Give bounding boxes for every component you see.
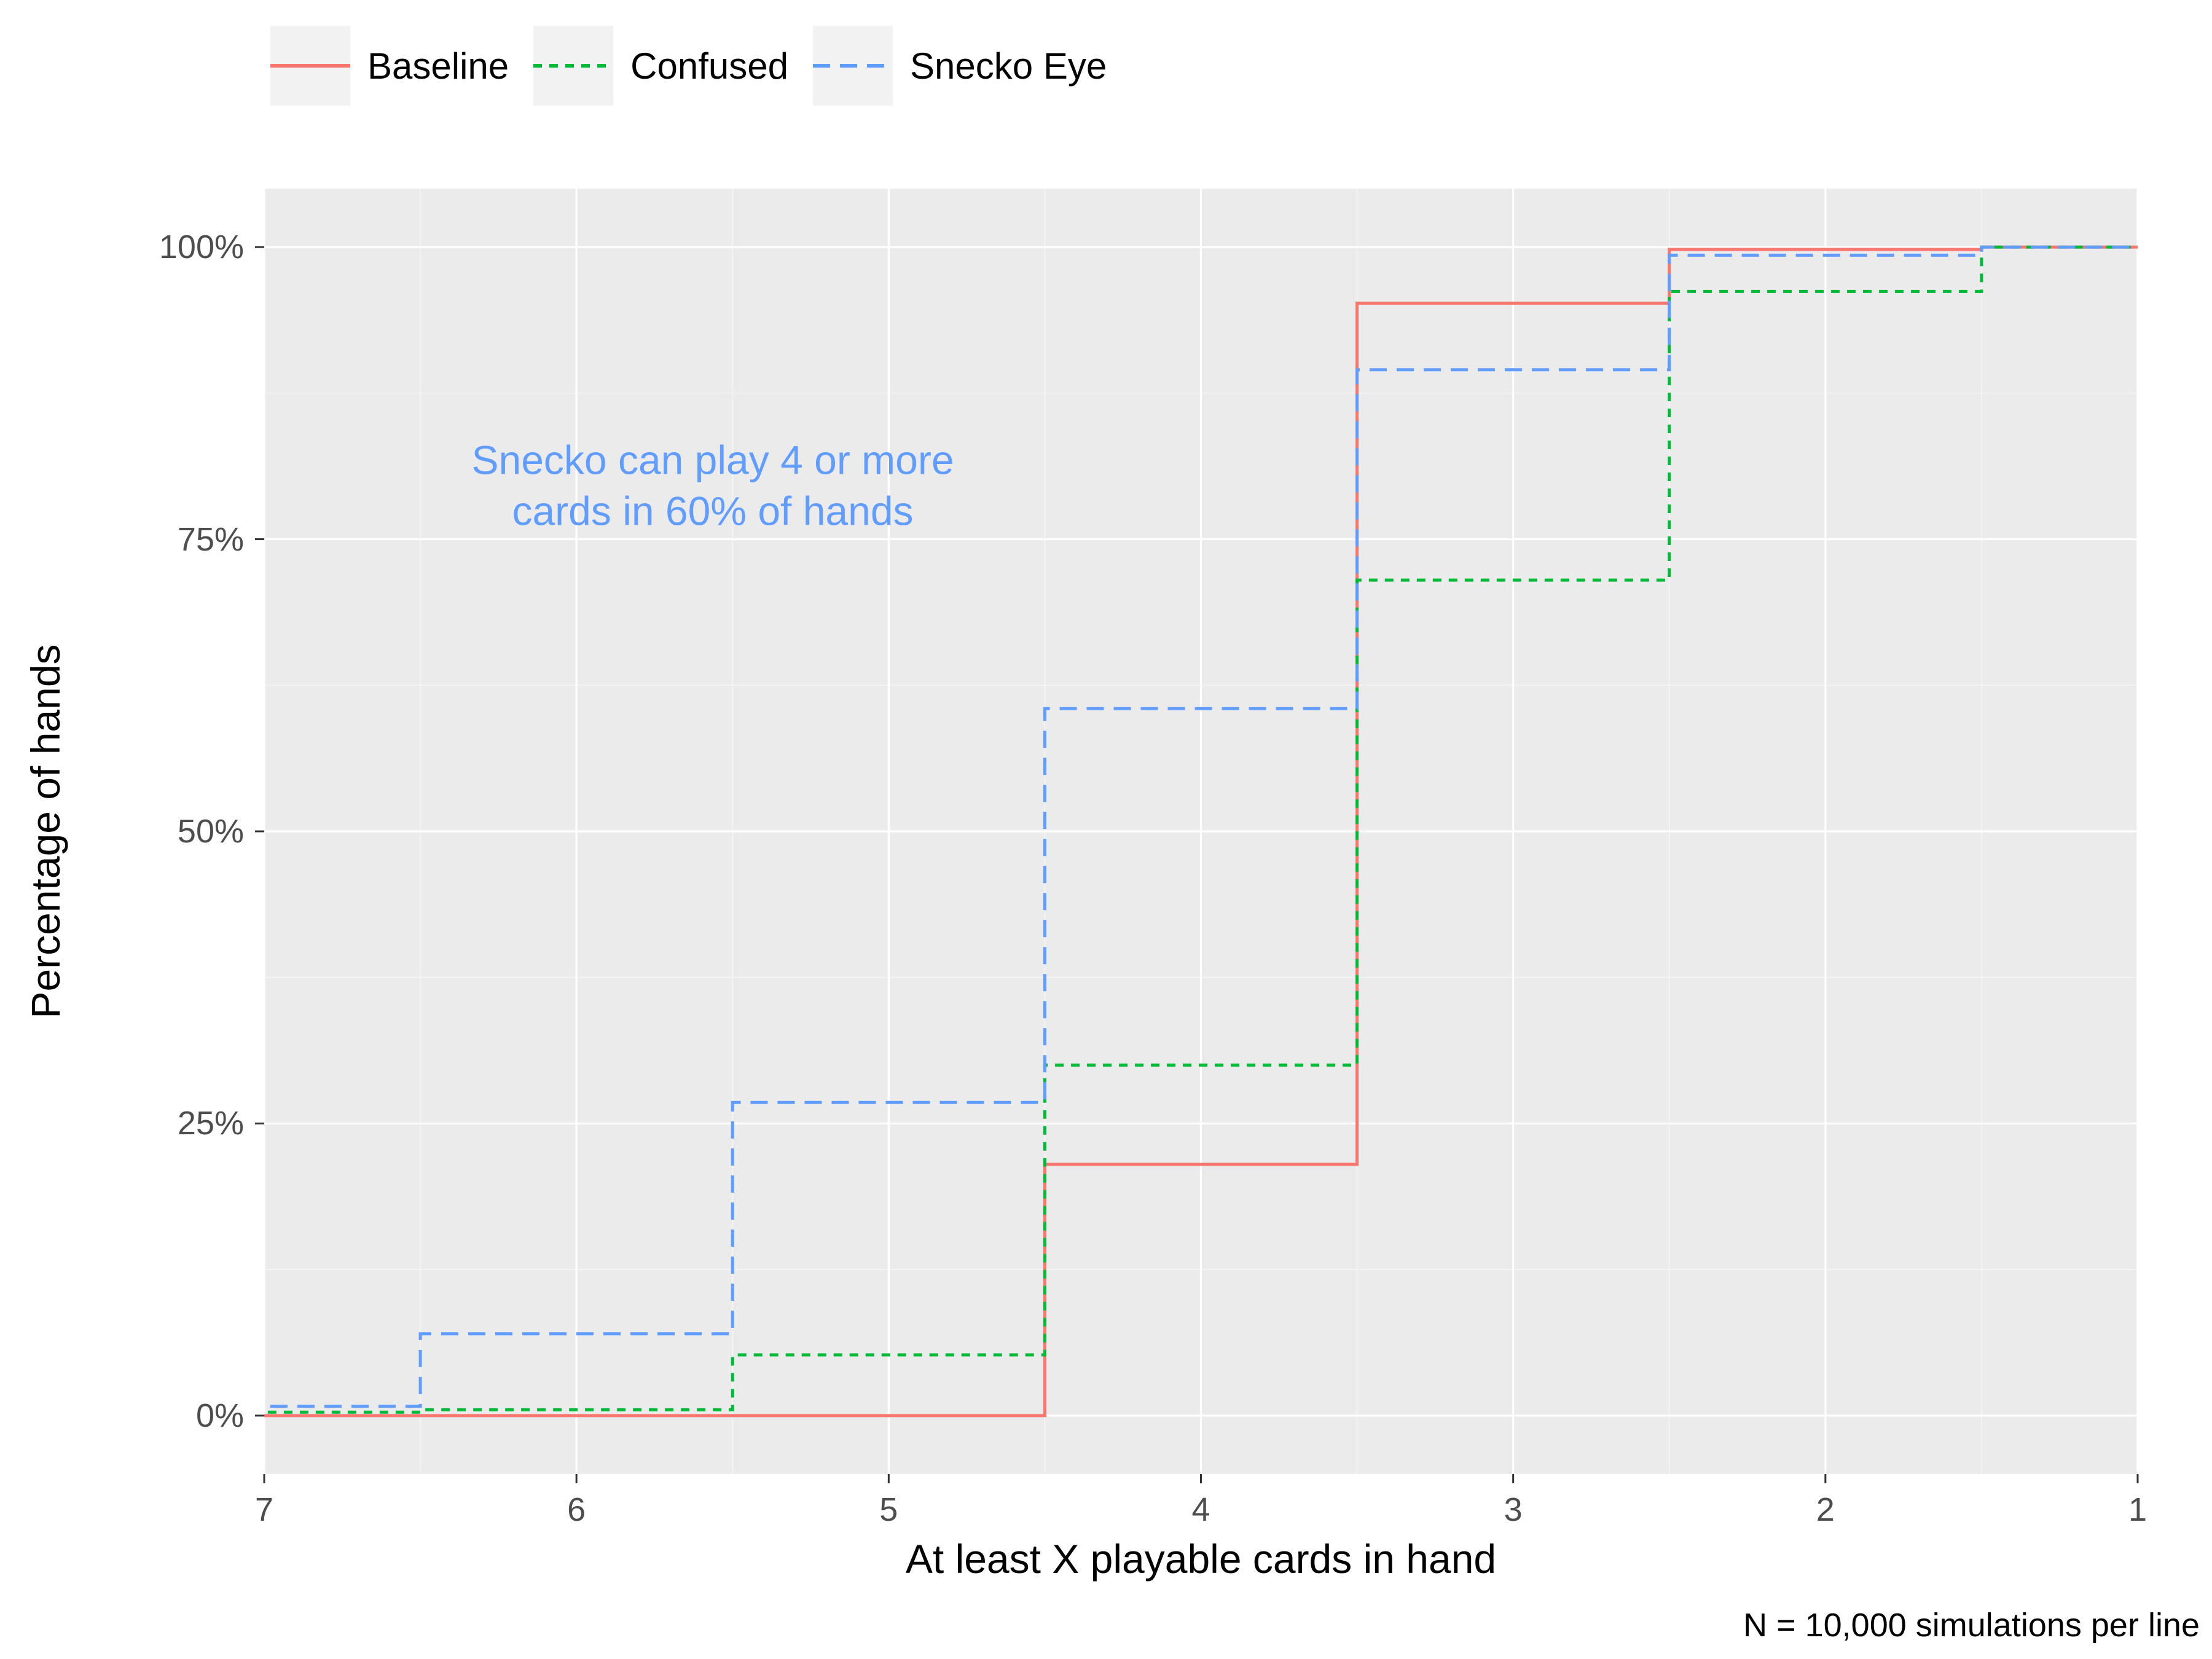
y-tick-label: 50% [178,812,244,850]
x-tick-label: 1 [2128,1491,2147,1529]
legend-item: Baseline [270,26,509,106]
chart-annotation: Snecko can play 4 or morecards in 60% of… [471,435,954,536]
x-tick-label: 6 [567,1491,586,1529]
legend-label: Baseline [367,45,509,87]
x-tick-label: 5 [879,1491,898,1529]
x-tick-label: 2 [1816,1491,1835,1529]
legend-swatch [270,26,350,106]
legend-label: Snecko Eye [910,45,1107,87]
x-tick-label: 3 [1504,1491,1523,1529]
x-tick-label: 4 [1191,1491,1210,1529]
y-axis-title: Percentage of hands [22,644,69,1018]
chart-root: Baseline Confused Snecko Eye Percentage of… [0,0,2212,1659]
legend-item: Snecko Eye [813,26,1107,106]
y-tick-label: 0% [196,1397,244,1435]
annotation-line: Snecko can play 4 or more [471,435,954,486]
x-axis-title: At least X playable cards in hand [906,1535,1496,1582]
legend-label: Confused [630,45,788,87]
y-tick-label: 100% [159,228,244,266]
y-tick-label: 25% [178,1104,244,1142]
legend-swatch [533,26,613,106]
chart-caption: N = 10,000 simulations per line [1743,1606,2200,1644]
plot-svg [264,189,2138,1474]
legend-item: Confused [533,26,788,106]
plot-panel [264,189,2138,1474]
y-tick-label: 75% [178,520,244,559]
legend-swatch [813,26,893,106]
x-tick-label: 7 [255,1491,273,1529]
annotation-line: cards in 60% of hands [471,485,954,536]
chart-legend: Baseline Confused Snecko Eye [270,26,1131,106]
